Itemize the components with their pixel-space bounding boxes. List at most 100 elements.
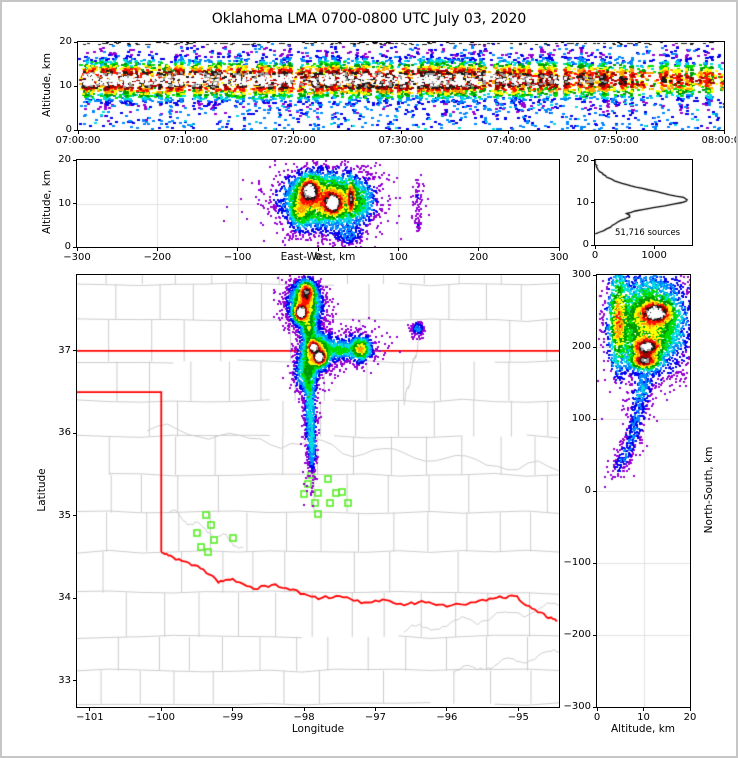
x-tick-mark [77,131,79,134]
figure-title: Oklahoma LMA 0700-0800 UTC July 03, 2020 [211,11,527,27]
y-tick-mark [593,706,596,708]
x-tick-label: −200 [143,252,172,263]
x-tick-mark [374,708,376,711]
x-tick-label: −100 [223,252,252,263]
ew-panel-x-axis-label: East-West, km [280,251,356,263]
y-tick-label: 0 [582,239,589,250]
y-tick-label: 34 [58,592,71,604]
y-tick-mark [74,41,77,43]
x-tick-mark [156,248,158,251]
y-tick-label: −200 [563,629,591,640]
ns-panel-y-axis-label: North-South, km [703,446,715,534]
y-tick-label: 33 [58,674,71,686]
y-tick-label: 10 [576,196,589,208]
x-tick-label: −99 [222,712,244,723]
y-tick-mark [593,490,596,492]
y-tick-mark [74,85,77,87]
y-tick-label: 200 [571,341,591,352]
x-tick-mark [160,708,162,711]
y-tick-label: 36 [58,427,71,439]
x-tick-mark [89,708,91,711]
x-tick-label: 0 [591,250,599,261]
east-west-scatter [77,160,559,247]
panel-time-height [77,41,725,131]
x-tick-label: 07:50:00 [593,135,639,146]
x-tick-label: 10 [637,712,650,723]
x-tick-label: 0 [593,712,601,723]
x-tick-mark [653,246,655,249]
y-tick-mark [73,597,76,599]
y-tick-label: 20 [58,154,71,165]
x-tick-mark [594,246,596,249]
x-tick-mark [643,708,644,711]
x-tick-mark [446,708,448,711]
y-tick-label: −300 [563,701,591,712]
x-tick-label: −300 [63,252,91,263]
map-y-axis-label: Latitude [36,468,48,512]
x-tick-label: 07:10:00 [163,135,209,146]
y-tick-label: 10 [59,80,72,91]
y-tick-label: 0 [64,241,71,252]
plan-view-map-canvas [77,275,559,707]
y-tick-label: 20 [576,154,589,165]
x-tick-label: 07:00:00 [55,135,101,146]
y-tick-mark [593,346,596,348]
y-tick-label: −100 [563,557,591,568]
x-tick-label: −100 [147,712,175,723]
time-height-scatter [78,42,724,130]
y-tick-label: 37 [58,344,71,356]
panel-altitude-histogram: 51,716 sources [594,159,693,246]
x-tick-mark [232,708,234,711]
panel-north-south-cross-section [596,274,691,708]
x-tick-mark [478,248,480,251]
x-tick-label: 20 [683,712,697,723]
x-tick-label: −96 [436,712,458,723]
y-tick-mark [591,244,594,246]
y-tick-mark [593,562,596,564]
y-tick-mark [591,202,594,203]
y-tick-label: 35 [58,509,71,521]
y-tick-mark [593,418,596,420]
y-tick-label: 100 [571,413,591,424]
y-tick-label: 10 [58,197,71,209]
x-tick-label: 07:30:00 [378,135,424,146]
y-tick-mark [591,159,594,161]
y-tick-mark [73,515,76,517]
x-tick-label: −95 [507,712,529,723]
y-tick-mark [73,350,76,352]
x-tick-mark [237,248,239,251]
y-tick-label: 0 [584,485,591,496]
ew-panel-y-axis-label: Altitude, km [41,170,53,235]
x-tick-label: 07:40:00 [486,135,532,146]
x-tick-label: 300 [549,252,569,263]
map-x-axis-label: Longitude [291,723,345,735]
x-tick-mark [596,708,598,711]
x-tick-mark [185,131,187,134]
x-tick-label: −101 [76,712,104,723]
x-tick-mark [76,248,78,251]
y-tick-mark [73,246,76,248]
x-tick-label: 100 [388,252,408,263]
x-tick-label: 08:00:00 [701,135,736,146]
x-tick-mark [292,131,294,134]
y-tick-mark [73,159,76,161]
x-tick-label: 0 [314,252,322,263]
panel-plan-view-map [76,274,560,708]
x-tick-mark [723,131,725,134]
x-tick-mark [397,248,399,251]
y-tick-mark [593,634,596,636]
y-tick-label: 20 [59,36,72,47]
x-tick-mark [508,131,510,134]
altitude-histogram-line [595,160,692,245]
x-tick-label: 200 [469,252,489,263]
x-tick-mark [615,131,617,134]
x-tick-mark [317,248,319,251]
y-tick-label: 300 [571,269,591,280]
y-tick-mark [73,203,76,204]
ns-panel-x-axis-label: Altitude, km [610,723,675,735]
source-count-label: 51,716 sources [615,228,681,238]
y-tick-mark [593,274,596,276]
x-tick-mark [303,708,305,711]
x-tick-label: 07:20:00 [270,135,316,146]
